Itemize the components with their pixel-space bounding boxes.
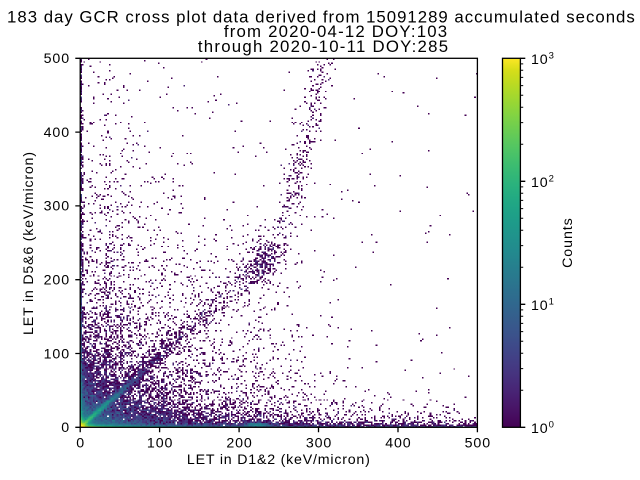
svg-text:101: 101 <box>531 296 555 314</box>
svg-text:0: 0 <box>76 436 85 452</box>
svg-text:100: 100 <box>44 346 70 362</box>
svg-text:183 day GCR cross plot data de: 183 day GCR cross plot data derived from… <box>7 7 636 26</box>
svg-text:102: 102 <box>531 173 555 191</box>
svg-text:103: 103 <box>531 50 555 68</box>
svg-text:400: 400 <box>385 436 411 452</box>
svg-text:0: 0 <box>61 420 70 436</box>
svg-text:200: 200 <box>44 273 70 289</box>
svg-text:from 2020-04-12 DOY:103: from 2020-04-12 DOY:103 <box>224 22 448 41</box>
svg-text:300: 300 <box>44 199 70 215</box>
svg-text:300: 300 <box>306 436 332 452</box>
svg-text:Counts: Counts <box>560 217 576 268</box>
svg-text:400: 400 <box>44 125 70 141</box>
svg-text:100: 100 <box>531 419 555 437</box>
svg-text:200: 200 <box>226 436 252 452</box>
svg-text:LET in D5&6 (keV/micron): LET in D5&6 (keV/micron) <box>21 151 37 335</box>
svg-text:500: 500 <box>44 51 70 67</box>
svg-text:500: 500 <box>465 436 491 452</box>
svg-text:through 2020-10-11 DOY:285: through 2020-10-11 DOY:285 <box>198 37 449 56</box>
svg-text:LET in D1&2 (keV/micron): LET in D1&2 (keV/micron) <box>187 452 371 468</box>
svg-text:100: 100 <box>147 436 173 452</box>
